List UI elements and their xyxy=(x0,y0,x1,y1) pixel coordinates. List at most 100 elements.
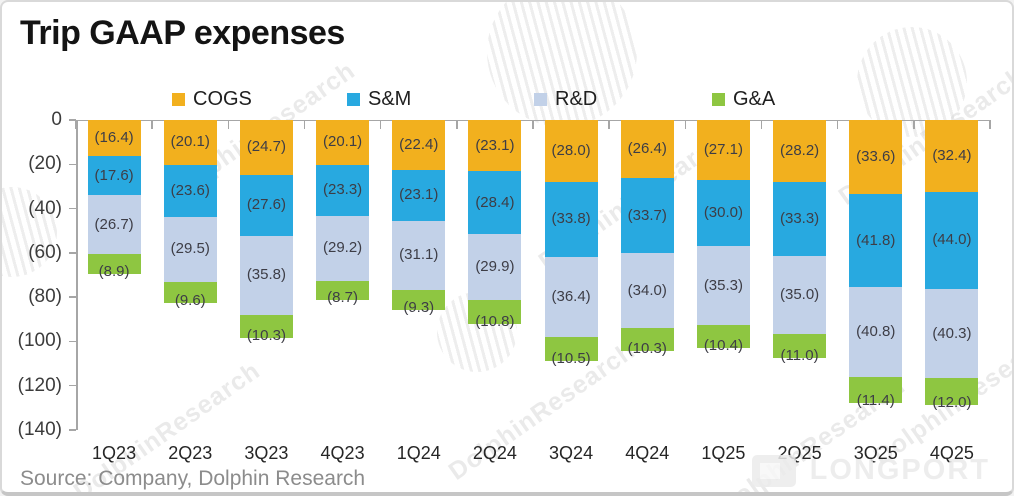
bar-segment-rd xyxy=(316,216,370,281)
bar-segment-sm xyxy=(316,164,370,217)
legend-label: COGS xyxy=(193,88,252,110)
longport-label: LONGPORT xyxy=(809,454,990,486)
bar-value-label: (34.0) xyxy=(627,281,667,299)
bar-segment-ga xyxy=(773,333,827,359)
bar-segment-rd xyxy=(925,289,979,379)
bar-segment-ga xyxy=(468,300,522,325)
bar-segment-cogs xyxy=(87,120,141,157)
x-axis-label: 4Q23 xyxy=(320,443,365,463)
bar-segment-rd xyxy=(87,195,141,255)
bar-segment-cogs xyxy=(696,120,750,180)
legend-label: R&D xyxy=(555,88,598,110)
bar-value-label: (28.4) xyxy=(475,193,515,211)
bar-value-label: (40.8) xyxy=(856,323,896,341)
bar-value-label: (35.8) xyxy=(246,266,286,284)
y-axis-label: (80) xyxy=(28,286,62,308)
bar-segment-rd xyxy=(696,246,750,325)
bar-value-label: (11.4) xyxy=(856,391,895,409)
bar-segment-sm xyxy=(392,169,446,221)
y-axis-label: 0 xyxy=(51,109,62,130)
bar-segment-ga xyxy=(87,254,141,275)
bar-value-label: (9.6) xyxy=(174,292,206,310)
bar-value-label: (8.7) xyxy=(327,289,358,307)
bar-value-label: (23.1) xyxy=(475,136,515,154)
bar-value-label: (29.5) xyxy=(170,240,210,258)
bar-value-label: (41.8) xyxy=(856,231,896,249)
y-axis-label: (120) xyxy=(17,374,62,396)
bar-segment-rd xyxy=(849,286,903,378)
category-axis-tick xyxy=(836,120,839,129)
bar-value-label: (30.0) xyxy=(703,204,743,222)
bar-segment-cogs xyxy=(849,120,903,195)
bar-value-label: (23.1) xyxy=(399,186,439,204)
longport-watermark: LONGPORT xyxy=(751,454,990,487)
bar-value-label: (33.3) xyxy=(779,210,820,228)
legend-item-sm: S&M xyxy=(347,88,411,110)
bar-value-label: (28.0) xyxy=(551,142,591,159)
bar-value-label: (35.3) xyxy=(703,276,743,294)
bar-value-label: (40.3) xyxy=(932,324,972,342)
bar-value-label: (36.4) xyxy=(551,288,591,306)
bar-value-label: (27.1) xyxy=(703,141,743,158)
x-axis-label: 4Q24 xyxy=(625,443,670,463)
bar-segment-cogs xyxy=(392,120,446,170)
y-axis-tick xyxy=(69,429,76,431)
x-axis-label: 1Q23 xyxy=(92,443,137,463)
legend-item-cogs: COGS xyxy=(172,88,252,110)
y-axis-line xyxy=(76,120,78,430)
bar-value-label: (17.6) xyxy=(94,166,134,184)
y-axis-label: (40) xyxy=(28,197,62,219)
bar-value-label: (23.3) xyxy=(322,181,363,199)
x-axis-label: 2Q23 xyxy=(168,443,213,463)
bar-value-label: (27.6) xyxy=(246,196,286,214)
bar-value-label: (10.5) xyxy=(551,349,591,367)
legend-item-ga: G&A xyxy=(712,88,775,110)
bar-segment-sm xyxy=(925,191,979,290)
bar-segment-cogs xyxy=(544,120,598,182)
legend-swatch-icon xyxy=(347,92,360,106)
bar-value-label: (10.4) xyxy=(703,336,743,354)
bar-value-label: (23.6) xyxy=(170,181,210,199)
bar-segment-cogs xyxy=(163,120,217,165)
chart-title: Trip GAAP expenses xyxy=(20,14,345,52)
bar-value-label: (33.8) xyxy=(551,210,591,228)
bar-segment-sm xyxy=(468,171,522,235)
category-axis-tick xyxy=(913,120,915,129)
bar-value-label: (31.1) xyxy=(399,246,439,264)
bar-segment-ga xyxy=(544,337,598,361)
bar-segment-sm xyxy=(849,194,903,287)
bar-value-label: (24.7) xyxy=(246,138,286,156)
bar-segment-sm xyxy=(87,156,141,196)
bar-value-label: (10.8) xyxy=(475,313,515,331)
bar-value-label: (10.3) xyxy=(246,326,286,344)
x-axis-label: 3Q25 xyxy=(853,443,898,463)
category-axis-tick xyxy=(456,120,458,129)
x-axis-label: 2Q24 xyxy=(472,443,517,463)
bar-segment-sm xyxy=(544,182,598,257)
bar-segment-sm xyxy=(620,178,674,254)
bar-segment-ga xyxy=(316,280,370,300)
bar-value-label: (44.0) xyxy=(932,231,972,249)
bar-segment-cogs xyxy=(620,120,674,179)
bar-segment-rd xyxy=(620,253,674,329)
bar-value-label: (20.1) xyxy=(170,133,210,151)
bar-segment-sm xyxy=(773,182,827,257)
legend-swatch-icon xyxy=(172,92,185,106)
bar-segment-ga xyxy=(849,377,903,403)
category-axis-tick xyxy=(75,120,77,129)
bar-segment-ga xyxy=(392,289,446,311)
legend-label: S&M xyxy=(368,88,412,110)
bar-segment-rd xyxy=(239,235,293,316)
bar-segment-sm xyxy=(696,180,750,247)
y-axis-tick xyxy=(69,207,76,210)
bar-value-label: (20.1) xyxy=(322,133,363,151)
bar-value-label: (10.3) xyxy=(627,340,667,358)
legend-swatch-icon xyxy=(712,92,725,106)
bar-segment-cogs xyxy=(316,120,370,165)
category-axis-tick xyxy=(532,120,534,129)
y-axis-tick xyxy=(69,384,76,387)
y-axis-tick xyxy=(69,119,76,121)
bar-segment-cogs xyxy=(773,120,827,183)
bar-segment-sm xyxy=(239,174,293,236)
bar-value-label: (12.0) xyxy=(932,393,972,411)
